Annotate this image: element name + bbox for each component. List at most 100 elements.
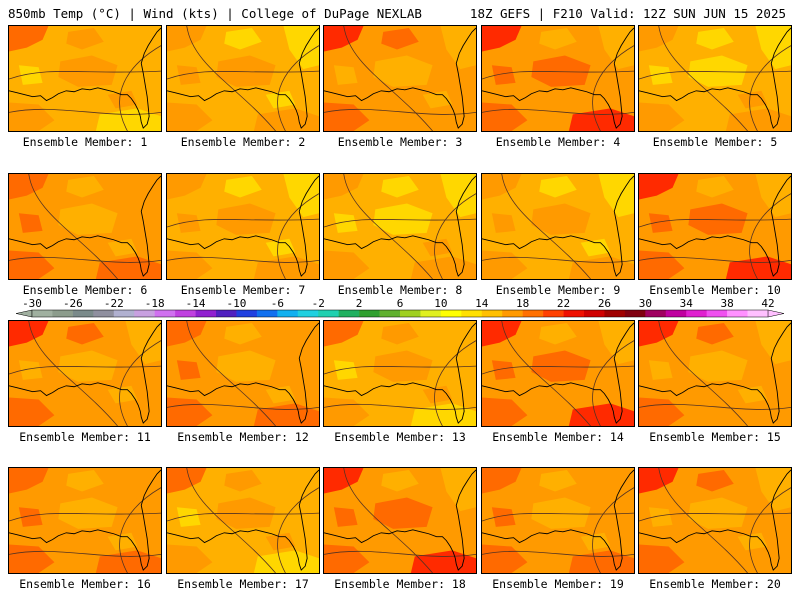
height-contour [592,487,634,573]
temperature-shading [265,90,296,109]
coastline [167,469,319,571]
temperature-shading [696,27,734,50]
ensemble-member-label: Ensemble Member: 2 [180,135,306,149]
height-contour [434,193,476,279]
height-contour [592,45,634,131]
temperature-shading [381,322,419,345]
temperature-shading [167,102,213,131]
temperature-shading [598,174,634,218]
height-contour [749,193,791,279]
temperature-shading [639,544,685,573]
temperature-shading [539,27,577,50]
height-contour [658,26,748,131]
temperature-shading [648,65,673,85]
height-contour [482,512,634,522]
coastline [639,175,791,277]
ensemble-map-18 [323,467,477,574]
colorbar-segment [461,310,483,317]
ensemble-member-label: Ensemble Member: 15 [649,430,781,444]
colorbar-segment [584,310,605,317]
temperature-shading [324,468,364,494]
colorbar-segment [72,310,94,317]
temperature-shading [598,26,634,70]
height-contour [482,108,634,115]
colorbar-tick-label: 34 [680,298,694,310]
temperature-shading [167,321,207,347]
height-contour [119,340,161,426]
colorbar-segment [154,310,176,317]
temperature-shading [422,238,453,257]
temperature-shading [491,65,516,85]
coastline [639,322,791,424]
coastline [482,469,634,571]
ensemble-map-8 [323,173,477,280]
ensemble-member-label: Ensemble Member: 9 [495,283,621,297]
height-contour [482,550,634,557]
temperature-shading [381,469,419,492]
temperature-shading [66,469,104,492]
temperature-shading [491,360,516,380]
height-contour [9,365,161,375]
temperature-shading [580,532,611,551]
temperature-shading [755,26,791,70]
colorbar-segment [420,310,442,317]
height-contour [482,70,634,80]
temperature-shading [324,250,370,279]
temperature-shading [598,468,634,512]
colorbar-segment [440,310,462,317]
temperature-shading [482,397,528,426]
temperature-shading [58,497,118,529]
colorbar-segment [93,310,115,317]
ensemble-member-label: Ensemble Member: 16 [19,577,151,591]
height-contour [639,218,791,228]
colorbar-segment [727,310,748,317]
colorbar-segment [645,310,667,317]
height-contour [324,550,476,557]
ensemble-map-5 [638,25,792,132]
map-title: 850mb Temp (°C) | Wind (kts) | College o… [8,6,422,21]
temperature-shading [648,507,673,527]
temperature-shading [531,497,591,529]
ensemble-map-6 [8,173,162,280]
temperature-shading [224,469,262,492]
colorbar-segment [195,310,217,317]
temperature-shading [66,175,104,198]
colorbar-segment [747,310,769,317]
temperature-shading [482,26,522,52]
temperature-shading [66,322,104,345]
coastline [167,27,319,129]
colorbar-segment [359,310,380,317]
ensemble-member-label: Ensemble Member: 20 [649,577,781,591]
temperature-shading [422,385,453,404]
height-contour [277,45,319,131]
coastline [9,322,161,424]
colorbar-segment [379,310,401,317]
temperature-shading [688,203,748,235]
temperature-shading [224,175,262,198]
ensemble-member-label: Ensemble Member: 10 [649,283,781,297]
temperature-shading [491,507,516,527]
temperature-shading [58,203,118,235]
colorbar-tick-label: 26 [598,298,611,310]
colorbar-segment [175,310,196,317]
temperature-shading [440,321,476,365]
temperature-shading [216,497,276,529]
height-contour [9,108,161,115]
colorbar-segment [338,310,360,317]
temperature-shading [639,174,679,200]
colorbar-segment [134,310,155,317]
ensemble-member-label: Ensemble Member: 14 [492,430,624,444]
temperature-shading [696,175,734,198]
temperature-shading [539,175,577,198]
ensemble-member-label: Ensemble Member: 12 [177,430,309,444]
temperature-shading [373,350,433,382]
colorbar-tick-label: -26 [63,298,83,310]
temperature-shading [283,174,319,218]
height-contour [639,70,791,80]
temperature-shading [167,544,213,573]
temperature-shading [176,507,201,527]
temperature-shading [482,468,522,494]
ensemble-member-label: Ensemble Member: 19 [492,577,624,591]
temperature-shading [639,321,679,347]
temperature-shading [333,360,358,380]
